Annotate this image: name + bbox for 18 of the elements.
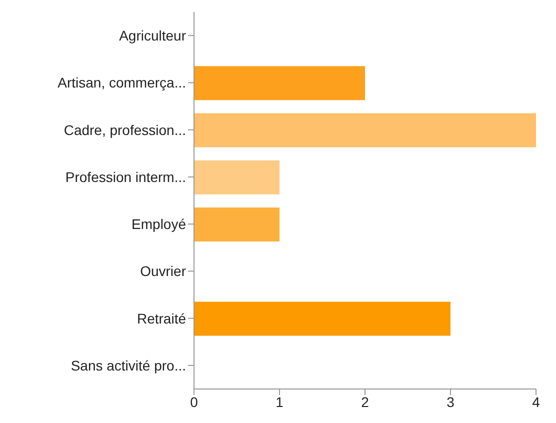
y-tick-label: Agriculteur — [119, 28, 186, 44]
y-tick-label: Retraité — [136, 310, 186, 326]
y-tick-label: Sans activité pro... — [70, 357, 186, 374]
bar — [194, 302, 450, 336]
x-tick-label: 1 — [276, 394, 284, 410]
x-tick-label: 2 — [361, 394, 370, 410]
x-tick-label: 4 — [532, 394, 540, 410]
y-tick-label: Artisan, commerça... — [58, 74, 186, 91]
x-tick-label: 0 — [190, 394, 198, 410]
x-tick-label: 3 — [446, 394, 455, 410]
y-tick-label: Profession interm... — [65, 168, 186, 185]
bar — [194, 113, 536, 148]
bar — [194, 208, 280, 242]
y-tick-label: Ouvrier — [140, 263, 186, 280]
y-tick-label: Cadre, profession... — [64, 122, 186, 138]
bar — [194, 66, 365, 100]
y-tick-label: Employé — [132, 216, 186, 232]
bar — [194, 160, 280, 194]
